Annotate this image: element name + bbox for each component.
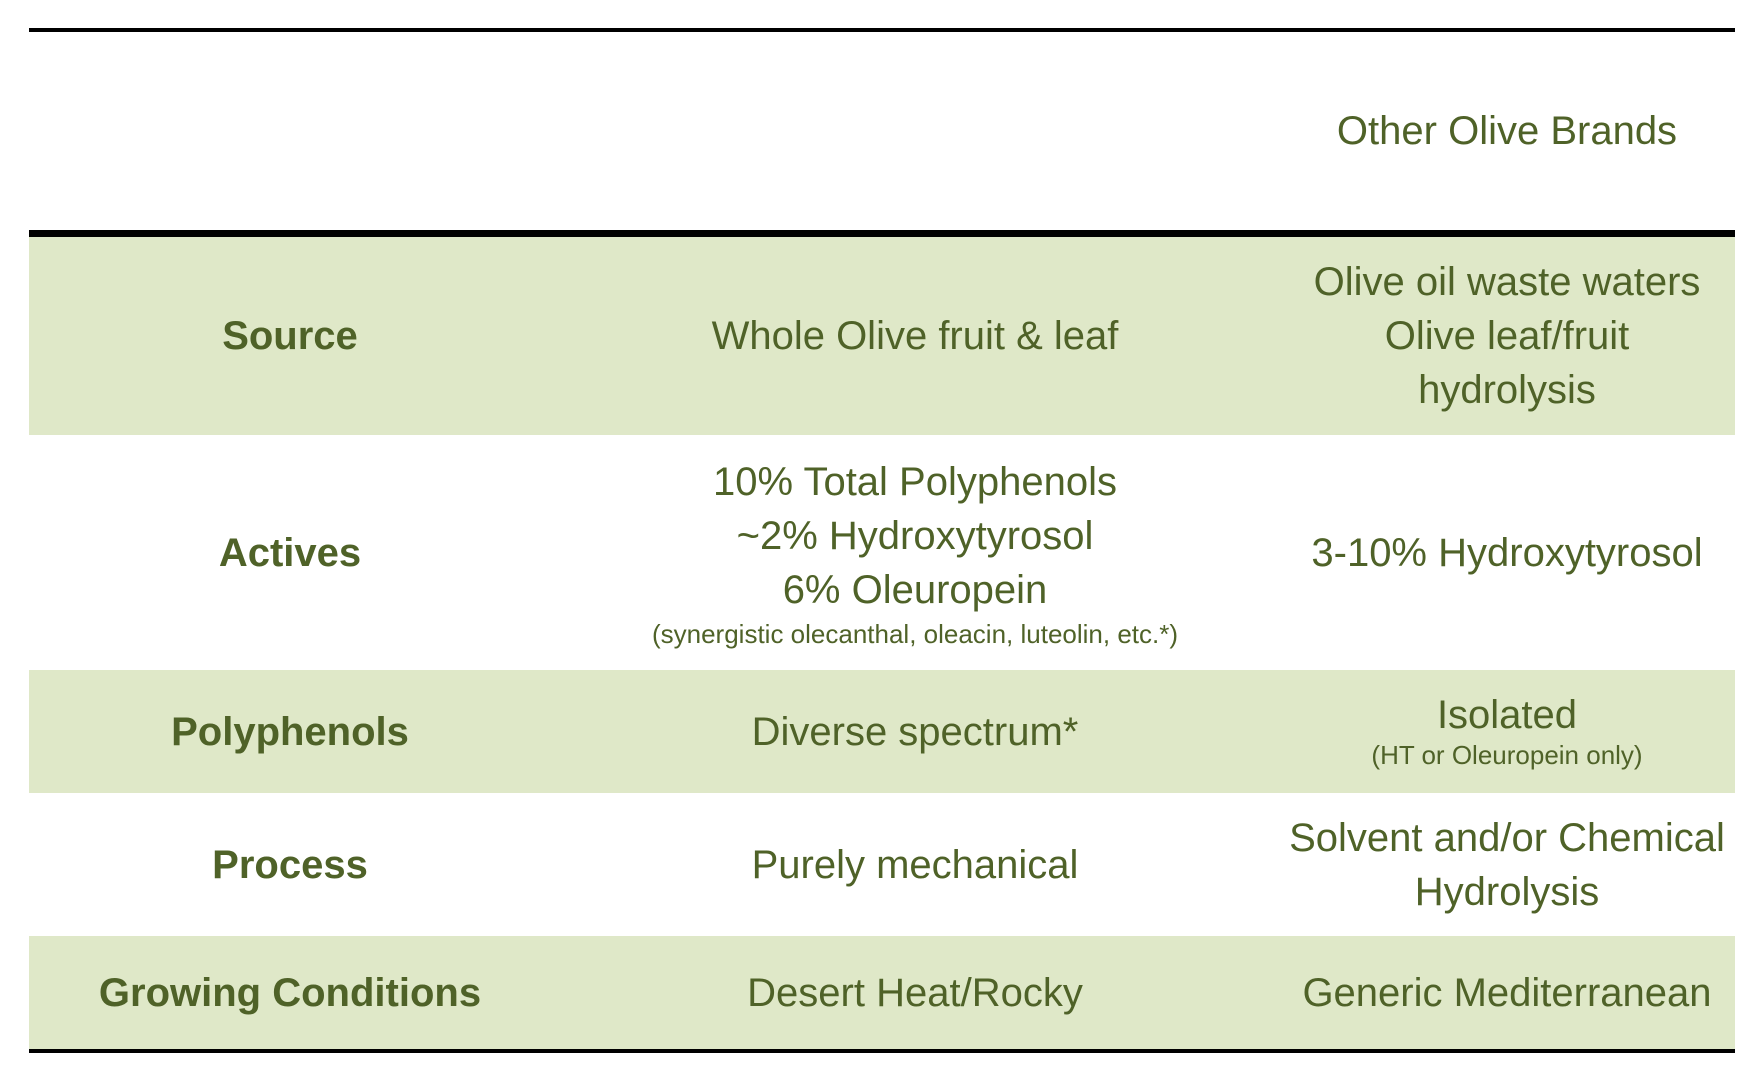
header-other-brands: Other Olive Brands: [1336, 109, 1678, 153]
our-value: Whole Olive fruit & leaf: [711, 314, 1119, 358]
other-value: Olive oil waste waters Olive leaf/fruit …: [1313, 260, 1701, 412]
other-value: 3-10% Hydroxytyrosol: [1311, 530, 1703, 575]
table-row-actives: Actives 10% Total Polyphenols ~2% Hydrox…: [29, 435, 1735, 670]
bottom-rule: [29, 1049, 1735, 1053]
table-row-growing-conditions: Growing Conditions Desert Heat/Rocky Gen…: [29, 936, 1735, 1049]
table-row-source: Source Whole Olive fruit & leaf Olive oi…: [29, 237, 1735, 435]
top-rule: [29, 28, 1735, 32]
header-row: Other Olive Brands: [29, 32, 1735, 230]
our-value: 10% Total Polyphenols ~2% Hydroxytyrosol…: [551, 455, 1279, 651]
row-label: Polyphenols: [171, 709, 409, 754]
row-label: Actives: [218, 530, 362, 575]
row-label: Source: [222, 314, 358, 358]
our-value: Purely mechanical: [751, 842, 1079, 887]
our-value: Desert Heat/Rocky: [747, 970, 1083, 1015]
other-value: Isolated (HT or Oleuropein only): [1279, 692, 1735, 772]
row-label: Process: [212, 842, 368, 887]
footnote-text: (synergistic olecanthal, oleacin, luteol…: [651, 618, 1179, 649]
header-rule: [29, 230, 1735, 237]
other-value: Solvent and/or Chemical Hydrolysis: [1289, 815, 1725, 914]
footnote-text: (HT or Oleuropein only): [1371, 739, 1643, 770]
table-row-process: Process Purely mechanical Solvent and/or…: [29, 793, 1735, 936]
our-value: Diverse spectrum*: [751, 709, 1079, 754]
other-value: Generic Mediterranean: [1302, 970, 1712, 1015]
comparison-table: Other Olive Brands Source Whole Olive fr…: [29, 28, 1735, 1053]
table-row-polyphenols: Polyphenols Diverse spectrum* Isolated (…: [29, 670, 1735, 793]
row-label: Growing Conditions: [98, 970, 482, 1015]
